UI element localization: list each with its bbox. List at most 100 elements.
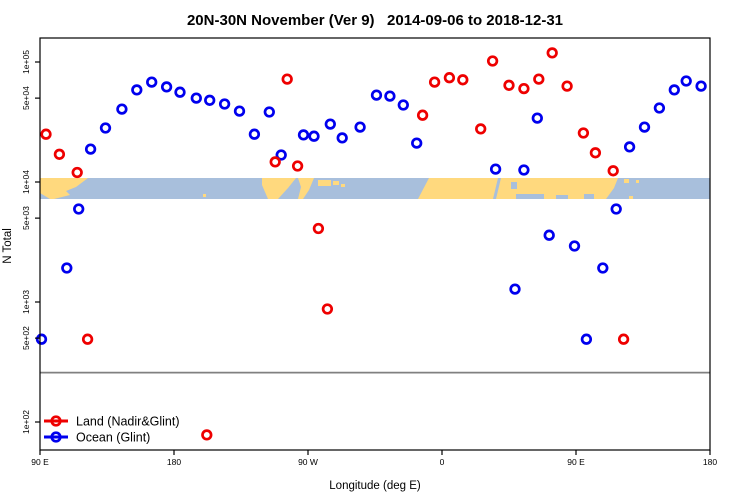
y-tick-label: 5e+02 [21, 326, 31, 350]
y-axis-label: N Total [2, 228, 14, 264]
data-point [668, 84, 680, 96]
data-point [695, 80, 707, 92]
map-band-land-shape [40, 178, 88, 199]
data-point [397, 99, 409, 111]
data-point [577, 127, 590, 139]
data-point [589, 147, 602, 159]
data-point [146, 76, 158, 88]
map-band-land-shape [629, 196, 633, 199]
x-axis-label: Longitude (deg E) [329, 480, 421, 492]
data-point [40, 128, 52, 140]
legend-swatches [44, 415, 68, 443]
data-point [116, 103, 128, 115]
y-tick-label: 5e+03 [21, 206, 31, 230]
latitude-map-band [40, 178, 710, 199]
data-point [638, 121, 651, 133]
data-point [370, 89, 383, 101]
data-point [297, 129, 310, 141]
x-tick-label: 180 [167, 457, 181, 467]
data-point [321, 303, 334, 315]
data-point [443, 72, 456, 84]
data-point [680, 75, 692, 87]
map-band-land-shape [298, 178, 314, 199]
data-point [190, 92, 202, 104]
map-band-land-shape [318, 180, 331, 186]
data-point [269, 156, 281, 168]
data-point [610, 203, 622, 215]
data-point [84, 143, 97, 155]
data-point [131, 84, 143, 96]
legend-swatch-circle [50, 415, 62, 427]
data-point [71, 166, 83, 179]
data-point [503, 79, 515, 91]
data-point [489, 163, 502, 175]
data-point [53, 148, 66, 160]
map-band-ocean-shape [556, 195, 568, 199]
map-band-ocean-shape [40, 193, 50, 199]
legend: Land (Nadir&Glint) Ocean (Glint) [44, 415, 180, 445]
data-point [218, 98, 231, 110]
data-point [336, 132, 348, 144]
data-point [533, 73, 545, 85]
data-point [248, 128, 261, 140]
data-point [580, 333, 593, 345]
y-tick-label: 5e+04 [21, 86, 31, 110]
chart-title: 20N-30N November (Ver 9) 2014-09-06 to 2… [187, 12, 563, 29]
x-tick-label: 180 [703, 457, 717, 467]
data-point [308, 130, 320, 142]
legend-label-land: Land (Nadir&Glint) [76, 415, 180, 429]
data-point [607, 165, 619, 177]
data-point [201, 429, 213, 441]
data-point [509, 283, 521, 295]
data-point [99, 122, 112, 134]
data-point [561, 80, 573, 92]
data-point [324, 118, 336, 130]
data-point [275, 149, 287, 161]
x-tick-label: 90 W [298, 457, 318, 467]
x-tick-label: 0 [440, 457, 445, 467]
data-point [160, 81, 173, 93]
map-band-land-shape [636, 180, 639, 183]
axes-layer: 90 E 180 90 W 0 90 E 180 1e+05 5e+04 1e+04 5e+03 1… [21, 37, 717, 467]
map-band-land-shape [262, 178, 296, 199]
data-point [416, 109, 429, 121]
data-point [475, 123, 487, 135]
y-tick-label: 1e+03 [21, 290, 31, 314]
data-point [233, 105, 246, 117]
data-points-layer [35, 47, 707, 441]
data-point [384, 90, 396, 102]
map-band-ocean-shape [516, 194, 544, 199]
map-band-ocean-shape [493, 178, 501, 199]
data-point [411, 137, 423, 149]
data-point [35, 333, 48, 345]
data-point [73, 203, 85, 215]
plot-border [39, 37, 711, 451]
y-tick-label: 1e+04 [21, 170, 31, 194]
map-band-ocean-shape [511, 182, 517, 189]
y-tick-label: 1e+05 [21, 50, 31, 74]
map-band-land-shape [341, 184, 345, 187]
data-point [518, 164, 530, 176]
legend-swatch-circle [50, 431, 62, 443]
y-tick-label: 1e+02 [21, 410, 31, 434]
data-point [531, 112, 543, 124]
data-point [312, 222, 325, 235]
data-point [543, 229, 555, 241]
data-point [457, 74, 469, 86]
x-tick-label: 90 E [567, 457, 585, 467]
data-point [428, 76, 441, 88]
data-point [518, 82, 530, 95]
map-band-land-shape [203, 194, 206, 197]
map-band-ocean-shape [584, 194, 594, 199]
data-point [174, 86, 186, 98]
data-point [354, 121, 366, 133]
data-point [281, 73, 293, 85]
data-point [568, 240, 581, 252]
data-point [653, 102, 666, 114]
data-point [291, 160, 304, 172]
data-point [81, 333, 94, 345]
data-point [486, 55, 499, 67]
data-point [623, 141, 636, 153]
